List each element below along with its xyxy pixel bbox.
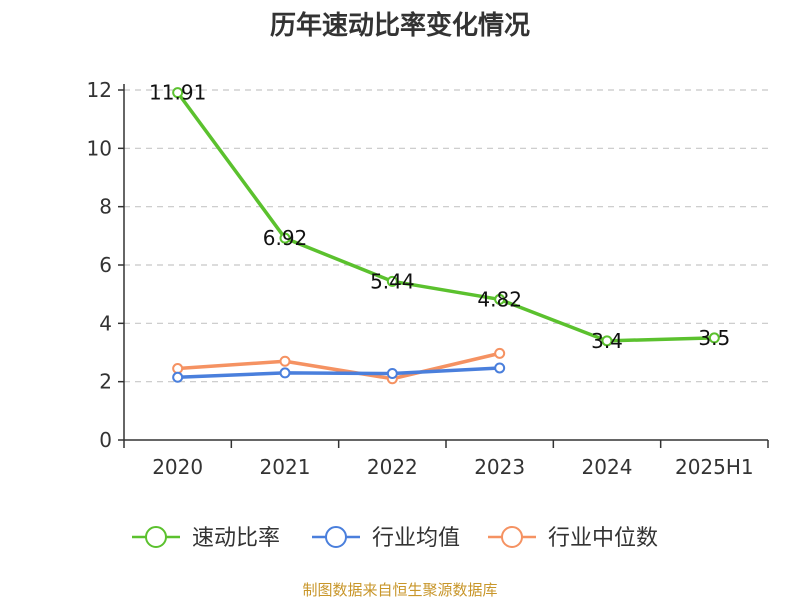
series-0-point-2024[interactable]: [601, 335, 613, 347]
series-2-point-2020[interactable]: [172, 363, 184, 375]
legend[interactable]: 速动比率 行业均值 行业中位数: [132, 526, 658, 551]
y-tick-label-0: 0: [99, 428, 112, 452]
y-tick-label-12: 12: [87, 78, 112, 102]
legend-label-0: 速动比率: [192, 526, 280, 551]
series-line-0: [176, 91, 715, 343]
legend-item-1[interactable]: 行业均值: [312, 526, 460, 551]
series-line-2: [177, 351, 501, 381]
series-1-point-2022[interactable]: [386, 368, 398, 379]
y-tick-label-2: 2: [99, 370, 112, 394]
legend-swatch-marker-2: [501, 526, 523, 548]
series-2-point-2023[interactable]: [494, 347, 506, 359]
x-tick-label-2023: 2023: [474, 455, 525, 479]
series-line-1: [177, 366, 500, 380]
y-tick-label-10: 10: [87, 136, 112, 160]
data-label-2020: 11.91: [149, 81, 206, 105]
axes: 0 2 4 6 8 10 12 2020 2021 2022 2023 2024 2025H1: [87, 78, 769, 479]
series-0-point-2021[interactable]: [279, 232, 291, 244]
y-tick-label-8: 8: [99, 195, 112, 219]
y-tick-label-6: 6: [99, 253, 112, 277]
x-tick-label-2021: 2021: [260, 455, 311, 479]
chart-title: 历年速动比率变化情况: [270, 10, 530, 41]
series-0-point-2020[interactable]: [172, 87, 184, 99]
data-label-2024: 3.4: [591, 329, 623, 353]
legend-label-1: 行业均值: [372, 526, 460, 551]
series-1-point-2021[interactable]: [279, 367, 291, 379]
series-0-point-2023[interactable]: [494, 293, 506, 305]
grid: [124, 89, 768, 383]
x-tick-label-2024: 2024: [582, 455, 633, 479]
legend-label-2: 行业中位数: [548, 526, 658, 551]
legend-item-0[interactable]: 速动比率: [132, 526, 280, 551]
series-1-point-2023[interactable]: [494, 362, 506, 374]
legend-swatch-marker-1: [325, 526, 347, 548]
series-group: [172, 87, 720, 385]
series-0-point-2022[interactable]: [386, 275, 398, 287]
series-0-point-2025H1[interactable]: [708, 332, 720, 344]
series-1-point-2020[interactable]: [172, 371, 184, 383]
data-labels: 11.91 6.92 5.44 4.82 3.4 3.5: [149, 81, 730, 353]
data-label-2022: 5.44: [370, 269, 415, 293]
data-label-2025H1: 3.5: [698, 326, 730, 350]
source-note: 制图数据来自恒生聚源数据库: [302, 581, 497, 599]
legend-item-2[interactable]: 行业中位数: [488, 526, 658, 551]
y-tick-label-4: 4: [99, 311, 112, 335]
x-tick-label-2025H1: 2025H1: [675, 455, 754, 479]
series-2-point-2021[interactable]: [279, 355, 291, 367]
data-label-2023: 4.82: [477, 287, 522, 311]
x-tick-label-2020: 2020: [152, 455, 203, 479]
data-label-2021: 6.92: [263, 226, 308, 250]
legend-swatch-marker-0: [145, 526, 167, 548]
x-tick-label-2022: 2022: [367, 455, 418, 479]
